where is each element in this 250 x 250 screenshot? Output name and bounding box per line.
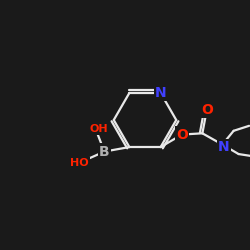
Text: OH: OH [89,124,108,134]
Text: N: N [218,140,230,154]
Text: N: N [155,86,166,100]
Text: HO: HO [70,158,89,168]
Text: B: B [99,144,110,158]
Text: O: O [176,128,188,141]
Text: O: O [202,103,213,117]
